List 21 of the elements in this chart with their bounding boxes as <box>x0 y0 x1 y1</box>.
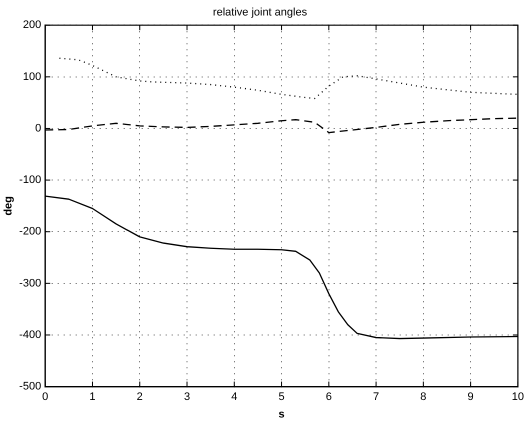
y-tick-label: -200 <box>19 226 42 238</box>
x-tick-label: 2 <box>136 391 143 404</box>
x-tick-label: 5 <box>278 391 285 404</box>
y-tick-label: 0 <box>35 122 42 134</box>
y-tick-label: -500 <box>19 380 42 393</box>
x-tick-label: 6 <box>326 391 332 404</box>
x-tick-label: 4 <box>231 391 238 404</box>
y-tick-label: -400 <box>19 329 42 342</box>
x-tick-label: 1 <box>89 391 96 404</box>
y-tick-label: -100 <box>19 174 42 186</box>
x-tick-label: 3 <box>184 391 190 404</box>
chart-title: relative joint angles <box>212 6 308 19</box>
y-tick-label: 200 <box>22 19 42 32</box>
y-tick-label: -300 <box>19 277 42 290</box>
x-axis-title: s <box>278 408 285 420</box>
x-tick-label: 10 <box>512 391 524 404</box>
x-tick-label: 9 <box>468 391 474 404</box>
y-tick-label: 100 <box>22 70 42 83</box>
y-axis-title: deg <box>2 196 15 216</box>
x-tick-label: 7 <box>373 391 380 404</box>
x-tick-label: 8 <box>420 391 426 404</box>
